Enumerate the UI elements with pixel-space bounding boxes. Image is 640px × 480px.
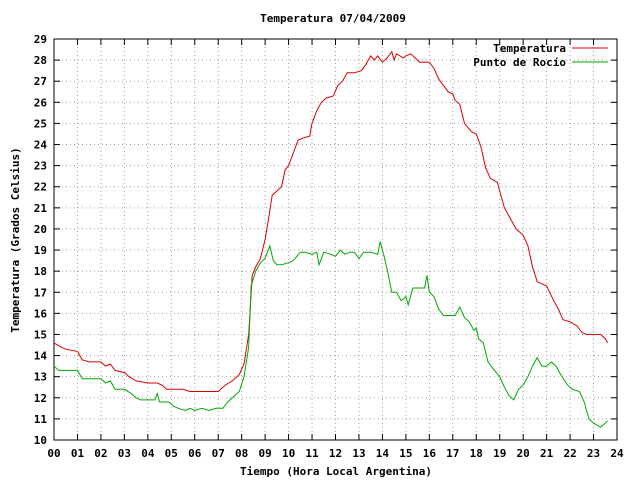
- x-tick-label: 20: [517, 447, 530, 460]
- y-tick-label: 24: [34, 139, 48, 152]
- x-tick-label: 13: [352, 447, 365, 460]
- x-tick-label: 11: [305, 447, 319, 460]
- x-tick-label: 05: [165, 447, 178, 460]
- y-tick-label: 12: [34, 392, 47, 405]
- chart-title: Temperatura 07/04/2009: [260, 12, 406, 25]
- y-tick-label: 27: [34, 75, 47, 88]
- x-tick-label: 15: [399, 447, 412, 460]
- series-line-punto-de-rocio: [53, 241, 608, 428]
- grid-lines: [54, 39, 617, 440]
- x-tick-label: 22: [563, 447, 576, 460]
- series-lines: [53, 50, 609, 428]
- x-tick-label: 09: [259, 447, 272, 460]
- axis-ticks: 10 11 12 13 14 15 16 17 18 19 20 21 22 23 24 25 26 27 28 29…: [34, 33, 624, 460]
- x-tick-label: 14: [376, 447, 390, 460]
- legend: Temperatura Punto de Rocío: [473, 42, 608, 69]
- x-tick-label: 21: [540, 447, 554, 460]
- x-tick-label: 24: [610, 447, 624, 460]
- x-tick-label: 00: [47, 447, 60, 460]
- y-tick-label: 23: [34, 160, 47, 173]
- y-tick-label: 25: [34, 117, 47, 130]
- x-tick-label: 16: [423, 447, 437, 460]
- x-tick-label: 07: [212, 447, 225, 460]
- y-tick-label: 26: [34, 96, 48, 109]
- x-tick-label: 02: [94, 447, 107, 460]
- x-tick-label: 08: [235, 447, 248, 460]
- y-tick-label: 18: [34, 265, 47, 278]
- y-tick-label: 10: [34, 434, 47, 447]
- y-tick-label: 28: [34, 54, 47, 67]
- y-tick-label: 17: [34, 286, 47, 299]
- x-tick-label: 10: [282, 447, 295, 460]
- y-tick-label: 20: [34, 223, 47, 236]
- y-tick-label: 11: [34, 413, 48, 426]
- y-axis-label: Temperatura (Grados Celsius): [9, 147, 22, 332]
- x-tick-label: 06: [188, 447, 202, 460]
- y-tick-label: 19: [34, 244, 47, 257]
- y-tick-label: 29: [34, 33, 47, 46]
- y-tick-label: 14: [34, 350, 48, 363]
- x-tick-label: 23: [587, 447, 600, 460]
- y-tick-label: 13: [34, 371, 47, 384]
- legend-label-punto-de-rocio: Punto de Rocío: [473, 56, 566, 69]
- x-tick-label: 17: [446, 447, 459, 460]
- x-tick-label: 19: [493, 447, 506, 460]
- x-tick-label: 18: [470, 447, 483, 460]
- y-tick-label: 15: [34, 328, 47, 341]
- x-axis-label: Tiempo (Hora Local Argentina): [240, 465, 432, 478]
- x-tick-label: 12: [329, 447, 342, 460]
- y-tick-label: 21: [34, 202, 48, 215]
- series-line-temperatura: [53, 50, 609, 392]
- y-tick-label: 16: [34, 307, 48, 320]
- x-tick-label: 04: [141, 447, 155, 460]
- x-tick-label: 01: [71, 447, 85, 460]
- y-tick-label: 22: [34, 181, 47, 194]
- legend-label-temperatura: Temperatura: [493, 42, 566, 55]
- x-tick-label: 03: [118, 447, 131, 460]
